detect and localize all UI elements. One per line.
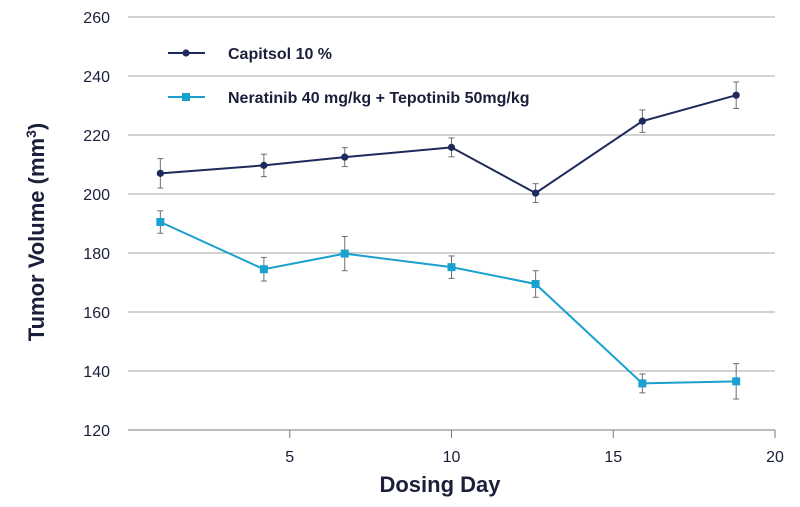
data-point [531, 279, 540, 288]
data-point [638, 379, 647, 388]
legend-marker [182, 49, 190, 57]
x-tick-label: 10 [443, 449, 461, 466]
y-tick-label: 260 [83, 10, 110, 27]
grid-lines [128, 16, 775, 431]
y-tick-label: 140 [83, 364, 110, 381]
series-layer [156, 81, 741, 400]
legend-item-1: Neratinib 40 mg/kg + Tepotinib 50mg/kg [168, 90, 530, 107]
data-point [340, 249, 349, 258]
data-point [532, 189, 540, 197]
x-axis-title: Dosing Day [379, 472, 501, 497]
x-tick-label: 20 [766, 449, 784, 466]
y-axis-title-main: Tumor Volume (mm [24, 138, 49, 341]
y-tick-label: 220 [83, 128, 110, 145]
series-1 [156, 210, 741, 400]
legend-label: Capitsol 10 % [228, 46, 332, 63]
y-tick-label: 120 [83, 423, 110, 440]
y-tick-label: 180 [83, 246, 110, 263]
series-line [159, 221, 737, 385]
data-point [259, 265, 268, 274]
legend-item-0: Capitsol 10 % [168, 46, 332, 63]
x-tick-label: 5 [285, 449, 294, 466]
data-point [260, 161, 268, 169]
data-point [638, 117, 646, 125]
series-line [160, 94, 737, 195]
data-point [732, 377, 741, 386]
y-axis-title-close: ) [24, 123, 49, 130]
y-axis-title: Tumor Volume (mm3) [23, 123, 49, 341]
data-point [341, 153, 349, 161]
data-point [156, 218, 165, 227]
legend-label: Neratinib 40 mg/kg + Tepotinib 50mg/kg [228, 90, 530, 107]
legend: Capitsol 10 % Neratinib 40 mg/kg + Tepoti… [168, 46, 530, 107]
data-point [732, 91, 740, 99]
x-tick-label: 15 [604, 449, 622, 466]
y-tick-label: 200 [83, 187, 110, 204]
series-0 [156, 81, 740, 204]
y-axis-ticks: 120 140 160 180 200 220 240 260 [83, 10, 110, 440]
y-tick-label: 240 [83, 69, 110, 86]
y-axis-title-superscript: 3 [23, 130, 39, 138]
data-point [156, 169, 164, 177]
y-tick-label: 160 [83, 305, 110, 322]
data-point [447, 143, 456, 151]
data-point [447, 263, 456, 272]
x-axis: 5 10 15 20 [285, 430, 784, 466]
legend-marker [182, 93, 190, 101]
